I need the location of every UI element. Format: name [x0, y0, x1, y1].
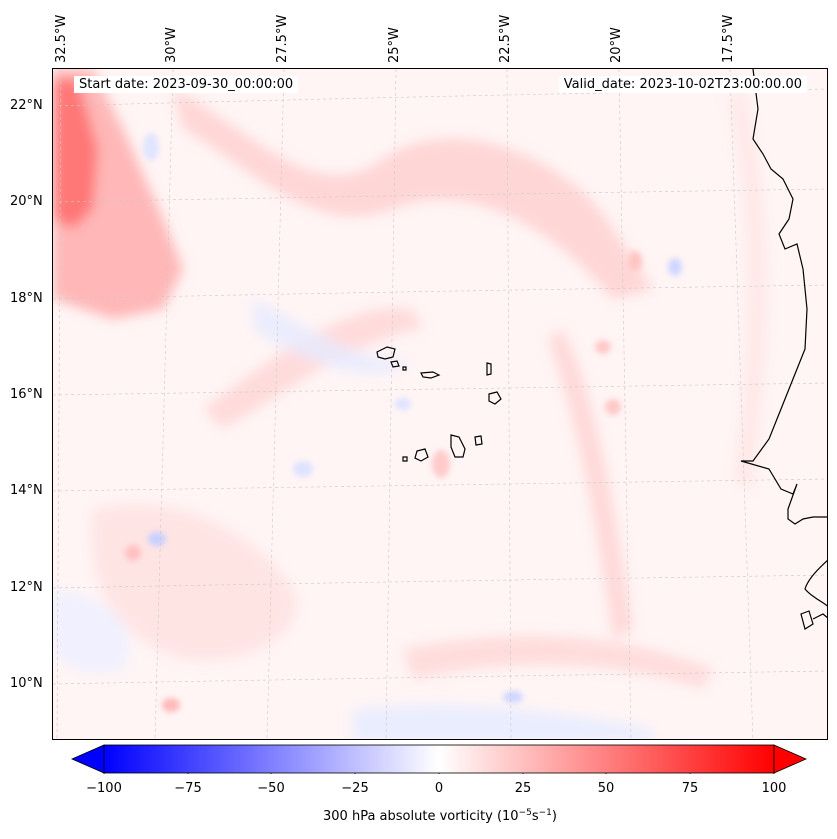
colorbar-title: 300 hPa absolute vorticity (10−5s−1)	[323, 808, 557, 824]
colorbar-title-mid: s	[531, 809, 539, 824]
positive-cell-1	[125, 545, 141, 561]
colorbar-title-prefix: 300 hPa absolute vorticity (10	[323, 809, 519, 824]
positive-band-center	[203, 307, 423, 429]
negative-cell-1	[143, 133, 159, 161]
colorbar-high-extend	[773, 744, 807, 774]
colorbar-title-exp2: −1	[538, 808, 552, 818]
lon-label-32-5w: 32.5°W	[54, 14, 69, 63]
negative-cell-6	[503, 691, 523, 703]
colorbar-tick-label: 100	[761, 781, 787, 796]
coastline	[740, 69, 827, 630]
positive-band-south	[403, 635, 713, 689]
colorbar-gradient	[103, 744, 775, 774]
positive-cell-4	[595, 340, 611, 354]
lon-label-30w: 30°W	[164, 27, 179, 63]
negative-patch-west	[53, 589, 130, 673]
lat-label-12n: 12°N	[10, 580, 43, 595]
colorbar-tick-label: 75	[681, 781, 699, 796]
positive-band-east	[548, 329, 633, 639]
grid-lon-17-5w	[729, 69, 754, 739]
grid-lon-25w	[385, 69, 397, 739]
colorbar-low-extend	[71, 744, 105, 774]
lon-label-25w: 25°W	[387, 27, 402, 63]
lon-label-22-5w: 22.5°W	[498, 14, 513, 63]
cape-verde-islands	[376, 346, 502, 462]
vorticity-map[interactable]	[52, 68, 828, 740]
colorbar-tick-label: −25	[341, 781, 369, 796]
island-santo-antao	[376, 346, 396, 360]
island-brava	[402, 456, 408, 462]
coastline-guinea-islands	[800, 610, 827, 630]
grid-lon-27-5w	[266, 69, 285, 739]
colorbar-tick-label: −75	[174, 781, 202, 796]
island-santiago	[450, 434, 466, 458]
colorbar-title-exp1: −5	[518, 808, 532, 818]
lat-label-22n: 22°N	[10, 98, 43, 113]
positive-strip-east	[728, 89, 767, 489]
colorbar-tick-label: 25	[514, 781, 532, 796]
lat-label-20n: 20°N	[10, 194, 43, 209]
lat-label-14n: 14°N	[10, 483, 43, 498]
negative-cell-2	[148, 532, 166, 546]
island-sao-vicente	[390, 360, 400, 368]
lat-label-18n: 18°N	[10, 291, 43, 306]
island-sal	[486, 362, 492, 376]
colorbar-tick-label: 0	[434, 781, 444, 796]
vorticity-field	[53, 69, 767, 739]
positive-cell-3	[628, 251, 642, 271]
map-svg	[53, 69, 827, 739]
negative-cell-5	[668, 258, 682, 276]
grid-lon-30w	[154, 69, 174, 739]
graticule	[53, 69, 827, 739]
positive-cell-5	[432, 450, 450, 478]
island-fogo	[414, 448, 429, 462]
lon-label-17-5w: 17.5°W	[721, 14, 736, 63]
coastline-senegal-gambia	[804, 560, 827, 607]
positive-cell-2	[162, 698, 180, 712]
grid-lon-20w	[618, 69, 632, 739]
vorticity-small-features	[125, 133, 682, 712]
lat-label-10n: 10°N	[10, 676, 43, 691]
positive-cell-6	[605, 399, 621, 415]
negative-cell-3	[293, 461, 313, 477]
island-santa-luzia	[402, 366, 407, 371]
colorbar-tick-label: −100	[86, 781, 122, 796]
lat-label-16n: 16°N	[10, 387, 43, 402]
colorbar-tick-label: −50	[257, 781, 285, 796]
lon-label-20w: 20°W	[609, 27, 624, 63]
grid-lon-32-5w	[56, 69, 62, 739]
positive-core-northwest	[53, 79, 98, 229]
colorbar-tick-label: 50	[597, 781, 615, 796]
negative-band-south	[353, 705, 653, 739]
island-maio	[474, 435, 483, 446]
valid-date-label: Valid_date: 2023-10-02T23:00:00.00	[558, 76, 807, 93]
colorbar-ticks	[103, 773, 775, 774]
colorbar-title-suffix: )	[551, 809, 557, 824]
grid-lat-18n	[53, 284, 827, 300]
negative-cell-4	[395, 398, 411, 410]
positive-arc-north	[173, 89, 653, 299]
grid-lon-22-5w	[506, 69, 512, 739]
lon-label-27-5w: 27.5°W	[275, 14, 290, 63]
coastline-west-africa	[740, 69, 827, 525]
island-boa-vista	[488, 391, 502, 405]
start-date-label: Start date: 2023-09-30_00:00:00	[74, 76, 299, 93]
island-sao-nicolau	[420, 371, 441, 379]
positive-patch-southwest	[91, 503, 297, 661]
colorbar	[71, 744, 807, 774]
